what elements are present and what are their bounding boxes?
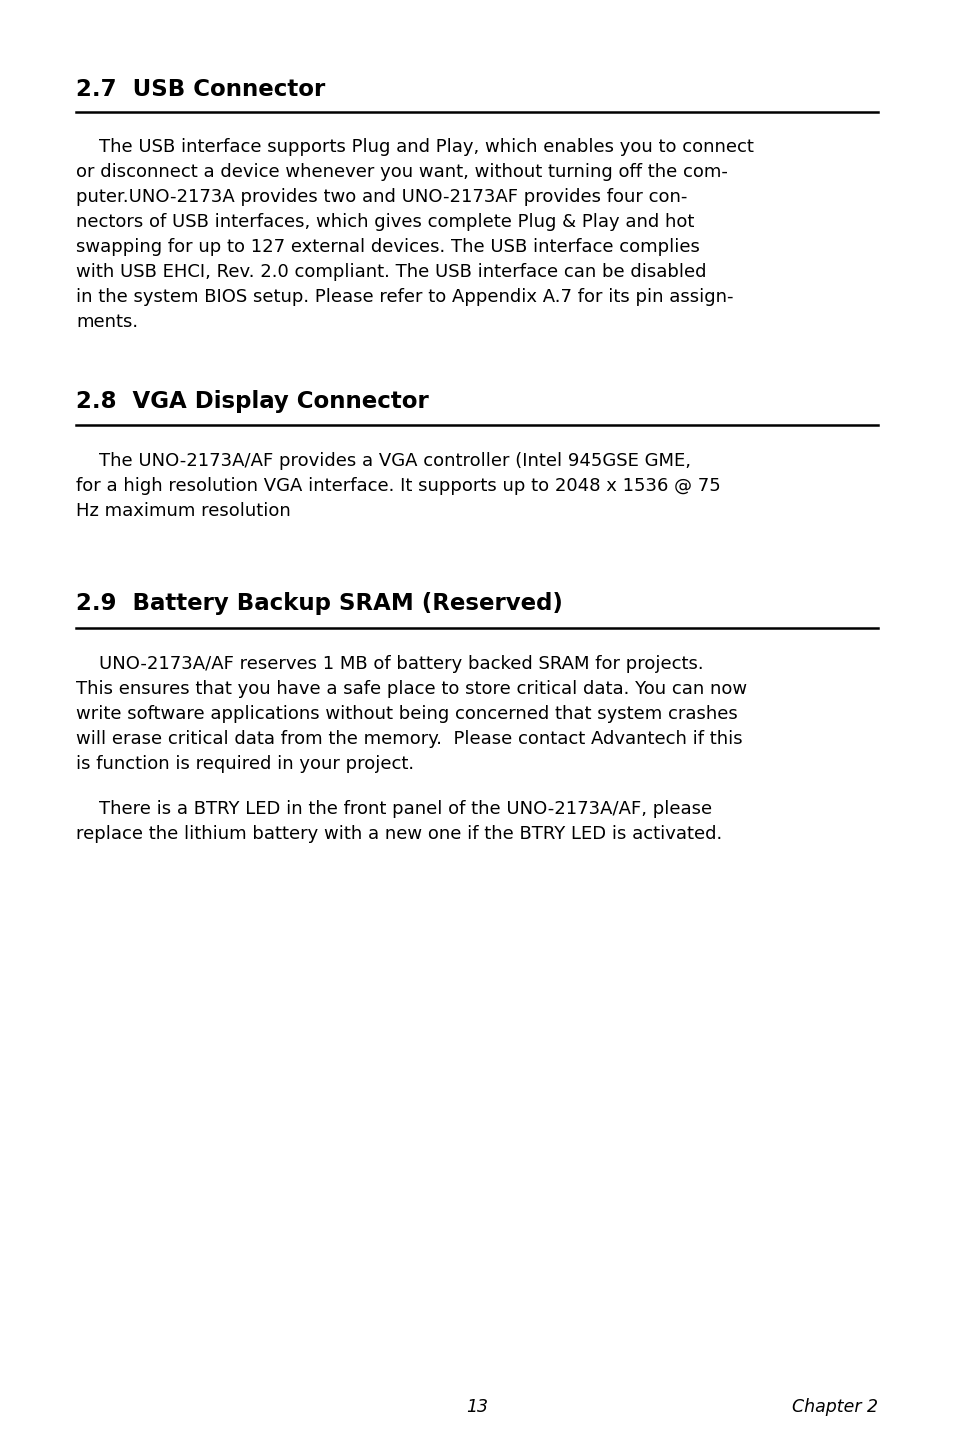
Text: UNO-2173A/AF reserves 1 MB of battery backed SRAM for projects.
This ensures tha: UNO-2173A/AF reserves 1 MB of battery ba… (76, 655, 746, 774)
Text: 2.7  USB Connector: 2.7 USB Connector (76, 79, 325, 102)
Text: Chapter 2: Chapter 2 (791, 1399, 877, 1416)
Text: 2.9  Battery Backup SRAM (Reserved): 2.9 Battery Backup SRAM (Reserved) (76, 592, 562, 615)
Text: 2.8  VGA Display Connector: 2.8 VGA Display Connector (76, 390, 428, 413)
Text: There is a BTRY LED in the front panel of the UNO-2173A/AF, please
replace the l: There is a BTRY LED in the front panel o… (76, 799, 721, 844)
Text: The USB interface supports Plug and Play, which enables you to connect
or discon: The USB interface supports Plug and Play… (76, 139, 753, 330)
Text: 13: 13 (465, 1399, 488, 1416)
Text: The UNO-2173A/AF provides a VGA controller (Intel 945GSE GME,
for a high resolut: The UNO-2173A/AF provides a VGA controll… (76, 452, 720, 521)
